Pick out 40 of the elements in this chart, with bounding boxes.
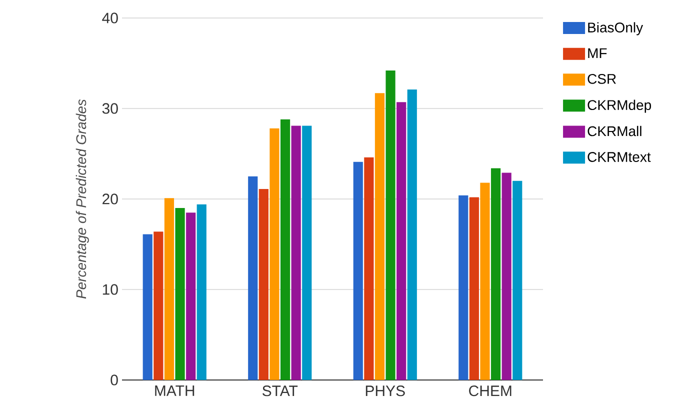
bar bbox=[469, 197, 479, 380]
legend-label: MF bbox=[588, 48, 607, 58]
bar bbox=[248, 176, 258, 380]
bar bbox=[280, 119, 290, 380]
y-axis-title: Percentage of Predicted Grades bbox=[76, 99, 89, 299]
bar bbox=[364, 157, 374, 380]
bar bbox=[291, 126, 301, 380]
bar bbox=[154, 232, 164, 380]
bar bbox=[458, 195, 468, 380]
bar bbox=[512, 180, 522, 380]
bar bbox=[502, 172, 512, 380]
y-tick-label: 10 bbox=[102, 284, 118, 295]
bar bbox=[407, 89, 417, 380]
bar bbox=[175, 208, 185, 380]
bar bbox=[142, 234, 152, 380]
legend-label: CSR bbox=[588, 74, 616, 84]
bar bbox=[186, 212, 196, 380]
legend-label: CKRMtext bbox=[588, 152, 651, 162]
y-tick-label: 40 bbox=[102, 12, 118, 24]
legend-label: BiasOnly bbox=[588, 22, 644, 36]
bar bbox=[490, 168, 501, 380]
bar bbox=[164, 198, 174, 380]
x-tick-label: STAT bbox=[262, 386, 298, 396]
legend-label: CKRMdep bbox=[588, 100, 652, 113]
x-tick-label: PHYS bbox=[366, 386, 405, 396]
bar bbox=[386, 70, 396, 380]
y-tick-label: 30 bbox=[102, 103, 118, 114]
bar bbox=[302, 126, 312, 380]
bar bbox=[270, 128, 280, 380]
x-tick-label: CHEM bbox=[469, 386, 512, 396]
x-tick-label: MATH bbox=[155, 386, 194, 396]
bar bbox=[353, 162, 363, 380]
legend-label: CKRMall bbox=[588, 126, 642, 136]
bar bbox=[480, 182, 490, 380]
bar bbox=[396, 102, 406, 380]
bar bbox=[374, 93, 385, 380]
bar bbox=[196, 204, 206, 380]
bar bbox=[258, 189, 268, 380]
y-tick-label: 20 bbox=[102, 194, 118, 204]
y-tick-label: 0 bbox=[110, 374, 118, 386]
